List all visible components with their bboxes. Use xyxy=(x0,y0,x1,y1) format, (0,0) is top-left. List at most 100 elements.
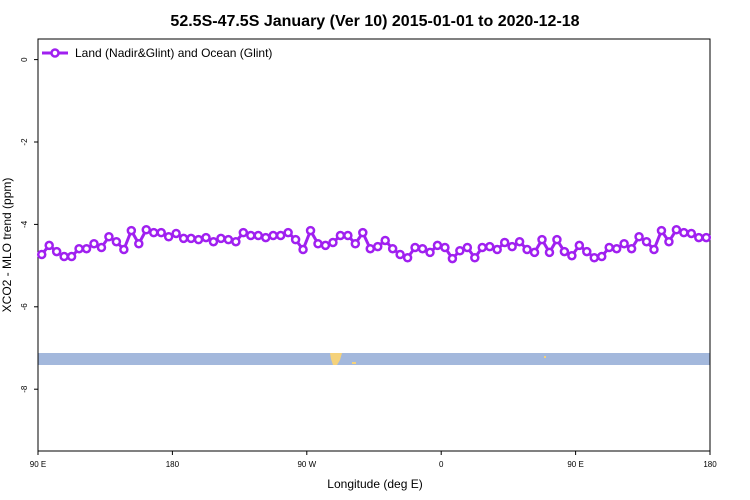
point xyxy=(171,228,181,239)
x-tick-label: 90 W xyxy=(297,460,316,469)
point xyxy=(529,247,540,258)
point xyxy=(380,235,390,246)
point xyxy=(484,241,495,252)
point xyxy=(335,230,346,241)
point xyxy=(148,227,159,238)
y-axis-label: XCO2 - MLO trend (ppm) xyxy=(0,178,14,313)
point xyxy=(596,251,607,262)
point xyxy=(283,227,293,238)
point xyxy=(96,242,107,253)
point xyxy=(201,232,211,243)
point xyxy=(440,242,450,253)
point xyxy=(313,239,323,249)
point xyxy=(477,242,488,253)
point xyxy=(499,237,510,248)
point xyxy=(582,246,592,257)
point xyxy=(507,241,517,252)
point xyxy=(178,233,189,244)
point xyxy=(686,228,697,239)
point xyxy=(649,244,659,255)
point xyxy=(305,225,316,236)
point xyxy=(134,239,144,249)
point xyxy=(626,243,637,254)
y-tick-label: 0 xyxy=(20,57,29,62)
point xyxy=(656,225,667,236)
point xyxy=(104,232,114,242)
point xyxy=(253,230,264,241)
point xyxy=(36,249,47,260)
y-tick-label: -8 xyxy=(20,385,29,393)
x-tick-label: 90 E xyxy=(567,460,583,469)
point xyxy=(634,232,644,242)
point xyxy=(432,240,443,251)
point xyxy=(470,253,480,263)
point xyxy=(410,242,420,253)
point xyxy=(395,249,405,260)
point xyxy=(119,244,129,255)
point xyxy=(193,234,204,245)
point xyxy=(559,246,570,257)
x-tick-label: 90 E xyxy=(30,460,46,469)
point xyxy=(44,240,54,251)
point xyxy=(455,246,465,256)
point xyxy=(141,225,152,235)
point xyxy=(671,225,682,235)
point xyxy=(89,239,99,249)
plot-frame xyxy=(37,38,711,452)
point xyxy=(343,230,353,241)
y-tick-label: -2 xyxy=(20,138,29,146)
point xyxy=(679,227,689,238)
point xyxy=(522,244,532,255)
x-tick-label: 180 xyxy=(703,460,717,469)
point xyxy=(425,247,435,258)
point xyxy=(462,242,473,253)
y-tick-label: -4 xyxy=(20,220,29,228)
legend-label: Land (Nadir&Glint) and Ocean (Glint) xyxy=(75,46,272,60)
legend-marker xyxy=(50,48,60,58)
point xyxy=(611,243,622,254)
point xyxy=(223,234,234,245)
point xyxy=(163,232,174,242)
point xyxy=(186,233,196,244)
point xyxy=(417,243,428,254)
point xyxy=(290,234,301,245)
point xyxy=(156,227,166,238)
x-tick-label: 0 xyxy=(439,460,444,469)
point xyxy=(231,236,241,247)
point xyxy=(268,230,278,241)
point xyxy=(492,244,502,255)
point xyxy=(701,232,712,243)
point xyxy=(246,230,256,241)
point xyxy=(126,225,137,236)
y-tick-label: -6 xyxy=(20,303,29,311)
point xyxy=(387,243,398,254)
point xyxy=(320,240,331,251)
point xyxy=(216,233,226,244)
point xyxy=(552,234,562,245)
point xyxy=(298,244,308,255)
point xyxy=(447,253,458,264)
point xyxy=(275,230,286,241)
point xyxy=(641,236,652,247)
point xyxy=(574,240,585,251)
point xyxy=(664,236,674,247)
point xyxy=(208,236,219,247)
point xyxy=(350,239,361,249)
x-axis-label: Longitude (deg E) xyxy=(327,477,422,491)
point xyxy=(402,253,413,263)
point xyxy=(537,234,547,245)
map-strip xyxy=(38,353,710,365)
point xyxy=(358,227,368,238)
point xyxy=(544,247,555,258)
point xyxy=(74,243,84,254)
point xyxy=(66,251,77,262)
point xyxy=(260,232,271,243)
point xyxy=(81,243,92,254)
point xyxy=(567,250,577,261)
point xyxy=(238,227,249,238)
point xyxy=(694,232,704,243)
point xyxy=(589,253,600,263)
point xyxy=(59,251,69,262)
point xyxy=(328,237,338,248)
